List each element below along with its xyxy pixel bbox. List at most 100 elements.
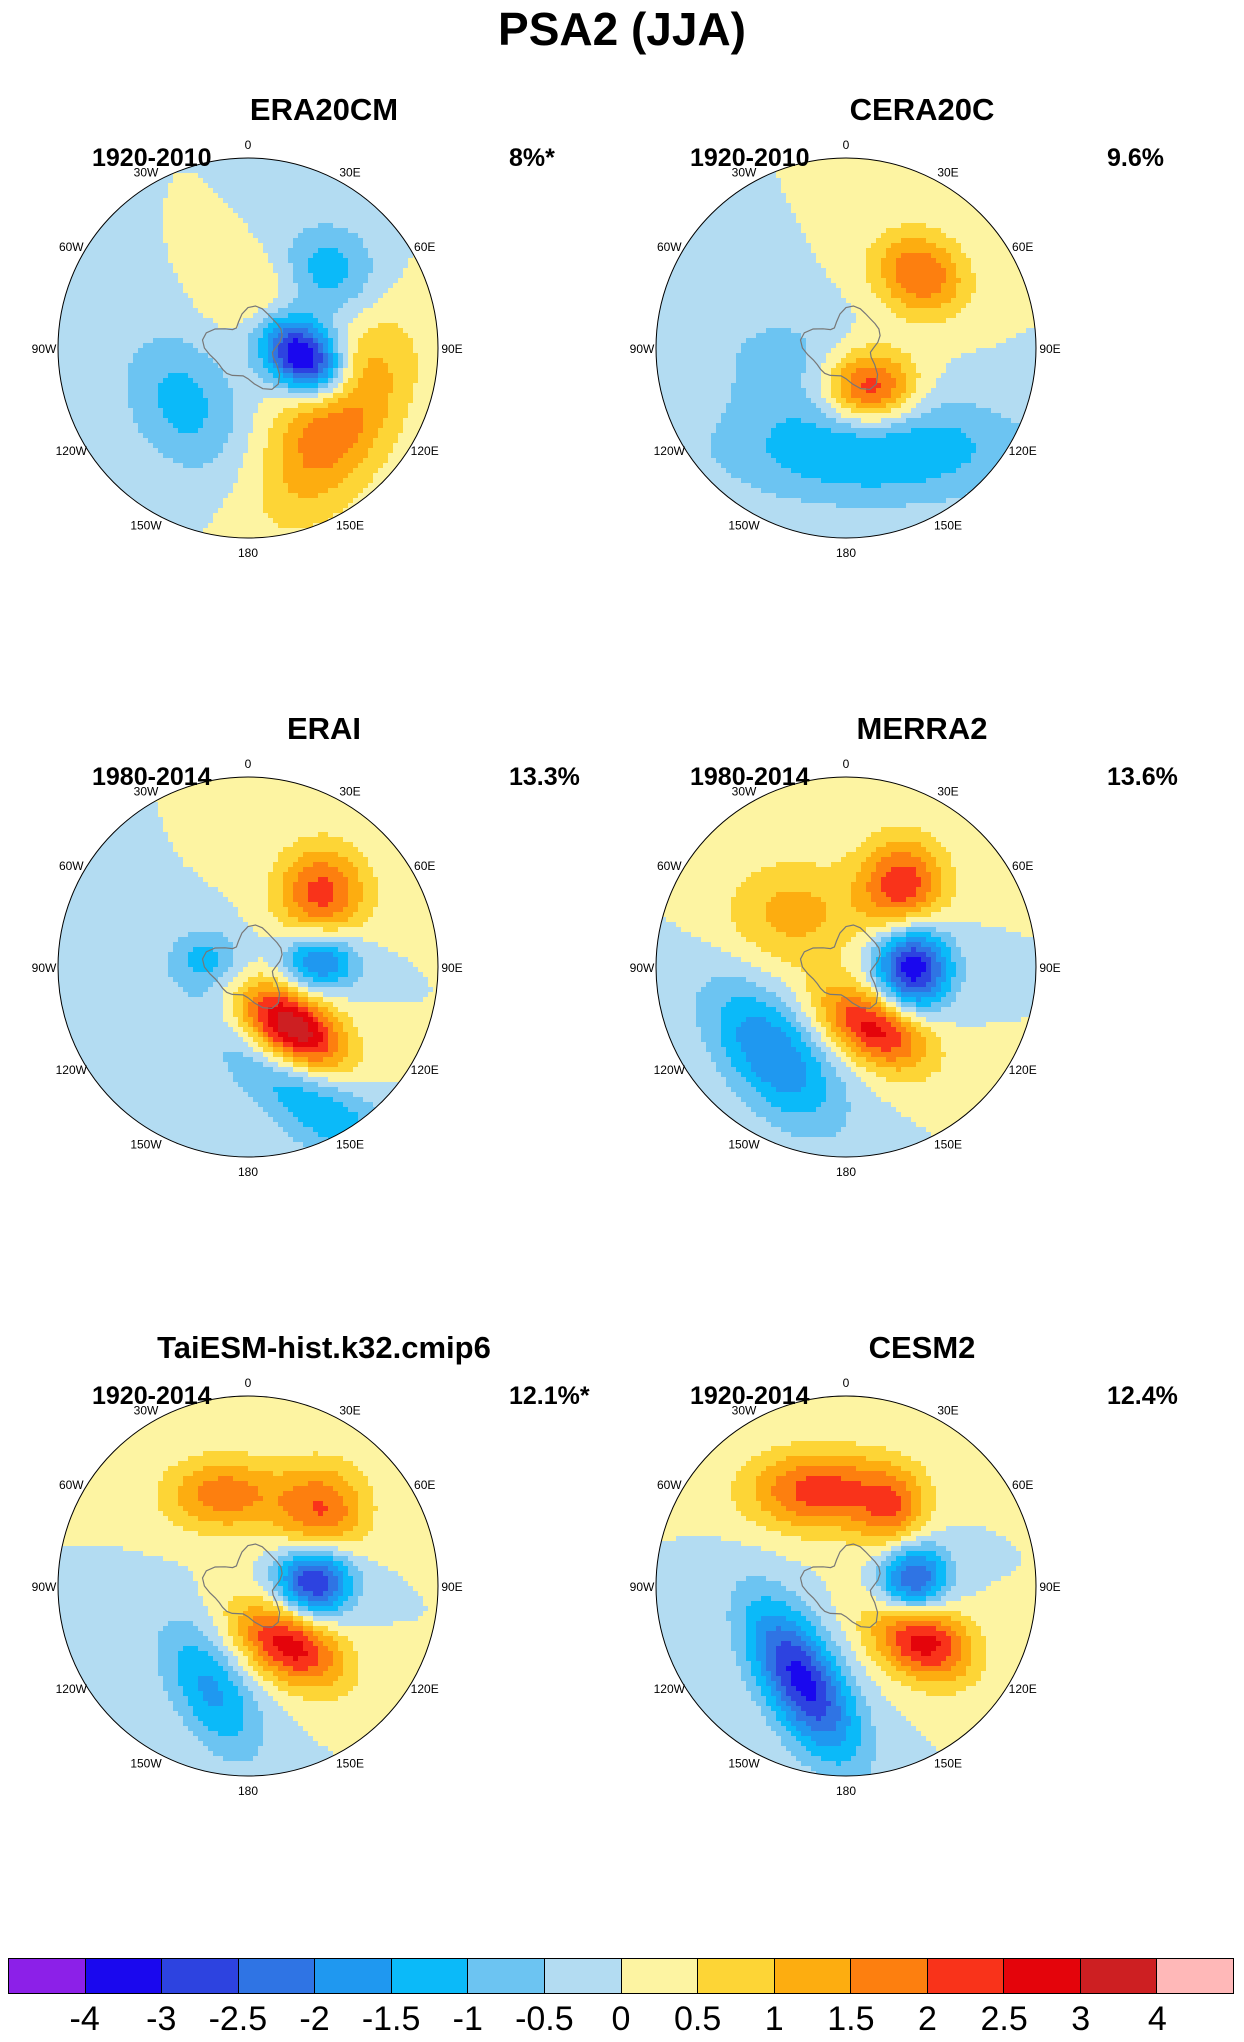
map-boundary xyxy=(655,1395,1037,1777)
longitude-label: 60E xyxy=(1012,240,1033,254)
colorbar-swatch xyxy=(468,1958,545,1994)
longitude-label: 120E xyxy=(411,444,439,458)
polar-map: 0 30E 60E 90E 120E 150E 180 150W 120W 90W 60W 30W xyxy=(630,138,1061,560)
longitude-label: 150E xyxy=(336,1138,364,1152)
variance-label: 8%* xyxy=(509,144,555,173)
longitude-label: 120W xyxy=(654,1063,686,1077)
colorbar-swatch xyxy=(774,1958,852,1994)
longitude-label: 150E xyxy=(934,1138,962,1152)
longitude-label: 120W xyxy=(654,1682,686,1696)
colorbar-swatch xyxy=(238,1958,316,1994)
longitude-label: 0 xyxy=(843,1376,850,1390)
map-boundary xyxy=(57,1395,439,1777)
longitude-label: 30E xyxy=(937,784,958,798)
longitude-label: 180 xyxy=(238,546,258,560)
coastline xyxy=(799,924,881,1010)
longitude-label: 60E xyxy=(414,1478,435,1492)
longitude-label: 30E xyxy=(339,784,360,798)
longitude-label: 0 xyxy=(245,138,252,152)
colorbar-tick-label: 0.5 xyxy=(674,2000,721,2039)
colorbar-swatch xyxy=(1004,1958,1081,1994)
map-panel-erai: 0 30E 60E 90E 120E 150E 180 150W 120W 90W 60W 30W E… xyxy=(24,711,624,1321)
map-panel-cesm2: 0 30E 60E 90E 120E 150E 180 150W 120W 90W 60W 30W C… xyxy=(622,1330,1222,1940)
anomaly-field xyxy=(656,1396,1036,1776)
longitude-label: 30W xyxy=(732,165,757,179)
longitude-label: 150W xyxy=(728,1757,760,1771)
colorbar-swatch xyxy=(162,1958,239,1994)
longitude-label: 30W xyxy=(134,784,159,798)
colorbar-swatch xyxy=(698,1958,775,1994)
longitude-label: 30W xyxy=(732,784,757,798)
longitude-label: 150W xyxy=(130,1757,162,1771)
longitude-label: 150E xyxy=(336,1757,364,1771)
colorbar-swatch xyxy=(8,1958,86,1994)
longitude-label: 90W xyxy=(630,1580,655,1594)
longitude-label: 180 xyxy=(836,1165,856,1179)
longitude-label: 30E xyxy=(339,165,360,179)
longitude-label: 120W xyxy=(56,1682,88,1696)
longitude-label: 0 xyxy=(245,1376,252,1390)
coastline xyxy=(799,1543,881,1629)
longitude-label: 120E xyxy=(1009,444,1037,458)
colorbar-swatch xyxy=(621,1958,699,1994)
colorbar-tick-label: 0 xyxy=(612,2000,631,2039)
longitude-label: 180 xyxy=(238,1165,258,1179)
longitude-label: 60E xyxy=(1012,1478,1033,1492)
colorbar-swatch xyxy=(544,1958,622,1994)
longitude-label: 60W xyxy=(59,859,84,873)
longitude-label: 30E xyxy=(937,1403,958,1417)
longitude-label: 0 xyxy=(245,757,252,771)
longitude-label: 150E xyxy=(934,1757,962,1771)
colorbar-tick-label: -1.5 xyxy=(362,2000,421,2039)
longitude-label: 30W xyxy=(134,1403,159,1417)
longitude-label: 120E xyxy=(1009,1682,1037,1696)
longitude-label: 30W xyxy=(732,1403,757,1417)
longitude-label: 120E xyxy=(1009,1063,1037,1077)
period-label: 1920-2010 xyxy=(690,144,810,173)
colorbar-tick-label: 1.5 xyxy=(827,2000,874,2039)
longitude-label: 90W xyxy=(32,961,57,975)
variance-label: 12.4% xyxy=(1107,1382,1178,1411)
panel-title: CERA20C xyxy=(622,92,1222,128)
map-panel-merra2: 0 30E 60E 90E 120E 150E 180 150W 120W 90W 60W 30W M… xyxy=(622,711,1222,1321)
coastline xyxy=(201,305,283,391)
panel-title: TaiESM-hist.k32.cmip6 xyxy=(24,1330,624,1366)
colorbar-swatch xyxy=(391,1958,469,1994)
colorbar-tick-label: -2.5 xyxy=(209,2000,268,2039)
anomaly-field xyxy=(58,777,438,1157)
colorbar-swatch xyxy=(927,1958,1005,1994)
polar-map: 0 30E 60E 90E 120E 150E 180 150W 120W 90W 60W 30W xyxy=(630,757,1061,1179)
polar-map: 0 30E 60E 90E 120E 150E 180 150W 120W 90W 60W 30W xyxy=(630,1376,1061,1798)
variance-label: 13.6% xyxy=(1107,763,1178,792)
period-label: 1980-2014 xyxy=(92,763,212,792)
colorbar-swatch xyxy=(851,1958,928,1994)
longitude-label: 180 xyxy=(836,546,856,560)
polar-map: 0 30E 60E 90E 120E 150E 180 150W 120W 90W 60W 30W xyxy=(32,757,463,1179)
longitude-label: 0 xyxy=(843,138,850,152)
panel-title: MERRA2 xyxy=(622,711,1222,747)
variance-label: 13.3% xyxy=(509,763,580,792)
longitude-label: 60E xyxy=(414,240,435,254)
polar-map: 0 30E 60E 90E 120E 150E 180 150W 120W 90W 60W 30W xyxy=(32,1376,463,1798)
longitude-label: 0 xyxy=(843,757,850,771)
longitude-label: 150W xyxy=(130,519,162,533)
coastline xyxy=(201,1543,283,1629)
map-panel-cera20c: 0 30E 60E 90E 120E 150E 180 150W 120W 90W 60W 30W C… xyxy=(622,92,1222,702)
map-boundary xyxy=(57,157,439,539)
coastline xyxy=(799,305,881,391)
colorbar-tick-label: -3 xyxy=(146,2000,176,2039)
colorbar-tick-label: 2 xyxy=(918,2000,937,2039)
longitude-label: 180 xyxy=(836,1784,856,1798)
longitude-label: 90E xyxy=(1039,961,1060,975)
longitude-label: 120E xyxy=(411,1682,439,1696)
colorbar-swatch xyxy=(1157,1958,1234,1994)
period-label: 1920-2014 xyxy=(690,1382,810,1411)
map-panel-taiesm: 0 30E 60E 90E 120E 150E 180 150W 120W 90W 60W 30W T… xyxy=(24,1330,624,1940)
panel-title: CESM2 xyxy=(622,1330,1222,1366)
longitude-label: 90E xyxy=(1039,342,1060,356)
longitude-label: 120E xyxy=(411,1063,439,1077)
longitude-label: 90W xyxy=(630,961,655,975)
longitude-label: 30E xyxy=(937,165,958,179)
longitude-label: 90W xyxy=(630,342,655,356)
colorbar-tick-label: 1 xyxy=(765,2000,784,2039)
